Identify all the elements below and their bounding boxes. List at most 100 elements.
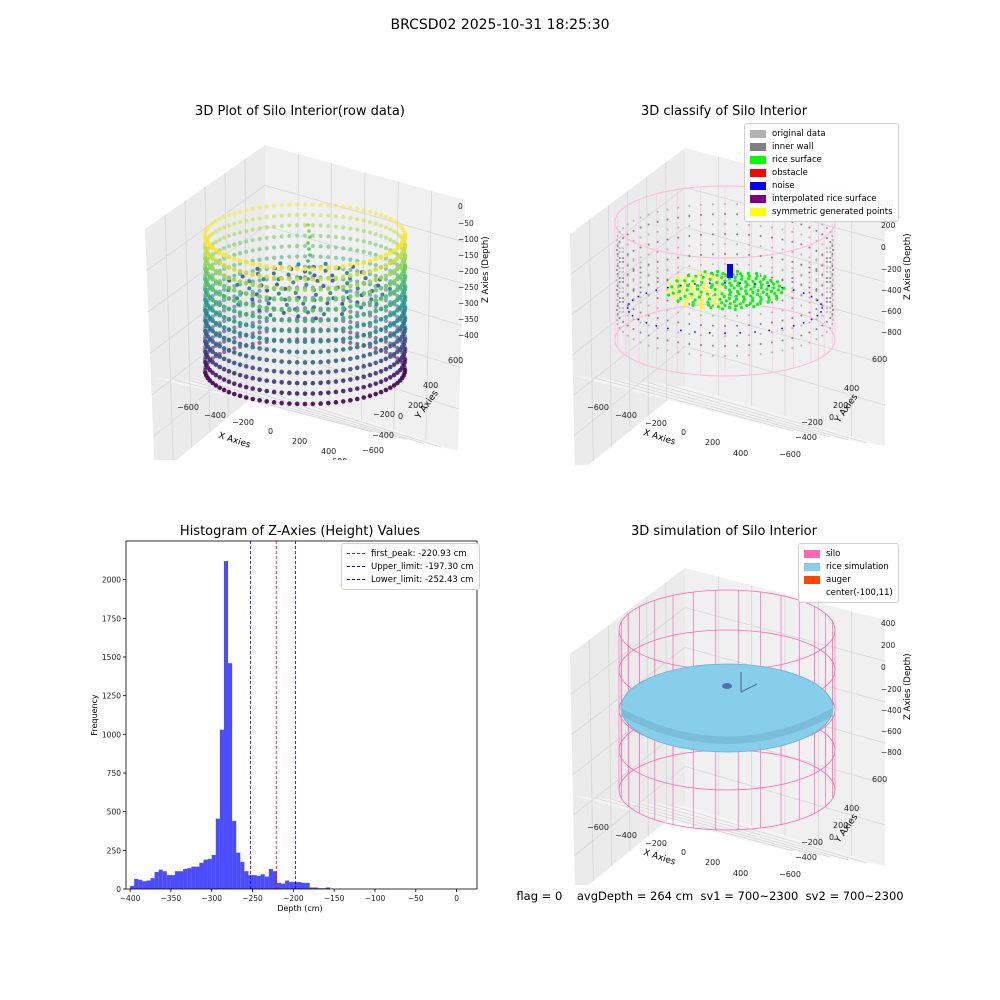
inner-wall-point <box>829 290 832 293</box>
histogram-bar <box>236 852 241 889</box>
inner-wall-point <box>791 317 794 320</box>
inner-wall-point <box>724 345 726 347</box>
raw-point <box>361 228 366 234</box>
histogram-legend: first_peak: -220.93 cm Upper_limit: -197.… <box>341 543 480 590</box>
rice-surface-point <box>741 295 746 299</box>
simulation-ytick: −400 <box>795 853 817 862</box>
raw-point <box>302 339 308 344</box>
rice-surface-point <box>721 282 725 286</box>
raw-point <box>226 348 232 353</box>
raw-point <box>203 266 208 272</box>
histogram-bar <box>281 883 286 889</box>
inner-wall-point <box>832 279 834 281</box>
raw-point <box>213 229 218 234</box>
inner-wall-point <box>677 321 680 324</box>
raw-point <box>395 276 400 282</box>
raw-point <box>326 307 331 312</box>
raw-point <box>237 362 243 367</box>
rice-surface-point <box>772 282 776 286</box>
raw-point <box>221 273 227 279</box>
rice-surface-point <box>683 279 687 283</box>
raw-point <box>359 305 364 310</box>
simulation-ztick: 400 <box>881 619 896 628</box>
raw-point <box>387 302 393 307</box>
raw-point <box>373 267 379 272</box>
inner-wall-point <box>831 323 834 326</box>
histogram-bar <box>170 875 175 889</box>
raw-point <box>237 251 243 256</box>
raw-point <box>231 391 237 397</box>
simulation-ytick: 400 <box>844 804 859 813</box>
raw-point <box>340 312 345 317</box>
simulation-x-axis-label: X Axies <box>642 848 677 868</box>
histogram-legend-line <box>347 566 365 567</box>
inner-wall-point <box>622 237 625 240</box>
raw-point <box>378 317 384 322</box>
raw-point <box>213 289 219 295</box>
inner-wall-point <box>688 245 691 248</box>
raw-point <box>231 256 237 262</box>
raw-point <box>257 294 262 299</box>
inner-wall-point <box>724 263 726 265</box>
raw-point <box>244 249 249 254</box>
classify-x-axis-label: X Axies <box>642 428 677 448</box>
rice-surface-point <box>700 298 705 302</box>
raw-point <box>293 290 298 295</box>
classify-legend-item: inner wall <box>750 140 893 153</box>
raw-point <box>250 272 256 277</box>
inner-wall-point <box>748 324 751 327</box>
raw-point <box>395 318 400 324</box>
inner-wall-point <box>666 258 669 261</box>
histogram-ytick-label: 1000 <box>102 730 121 739</box>
raw-point <box>250 334 256 339</box>
noise-point <box>754 331 756 333</box>
raw-point <box>373 256 379 262</box>
simulation-ztick: 200 <box>881 641 896 650</box>
raw-point <box>279 307 284 312</box>
noise-point <box>631 299 634 302</box>
noise-point <box>810 295 813 298</box>
inner-wall-point <box>759 322 762 325</box>
raw-point <box>243 312 249 317</box>
raw-point <box>318 380 323 386</box>
raw-point <box>367 331 373 336</box>
inner-wall-point <box>724 315 726 317</box>
raw-point <box>383 329 389 334</box>
raw-point <box>348 325 353 330</box>
raw-xtick: 0 <box>268 427 273 436</box>
raw-point <box>294 349 300 355</box>
inner-wall-point <box>677 226 680 229</box>
histogram-xtick-label: −100 <box>365 894 386 903</box>
raw-point <box>231 308 237 314</box>
raw-point <box>217 364 223 370</box>
raw-point <box>302 254 308 259</box>
noise-point <box>628 311 630 313</box>
raw-point <box>388 216 393 222</box>
rice-surface-point <box>675 281 679 286</box>
raw-point <box>310 254 315 259</box>
noise-point <box>781 327 784 330</box>
raw-point <box>307 229 311 233</box>
classify-legend-swatch <box>750 129 766 138</box>
inner-wall-point <box>736 324 739 327</box>
raw-point <box>237 300 243 305</box>
inner-wall-point <box>616 263 619 266</box>
raw-point <box>203 256 208 261</box>
raw-point <box>302 223 308 228</box>
raw-ztick: −350 <box>458 315 479 324</box>
raw-point <box>226 306 232 312</box>
raw-point <box>361 364 367 369</box>
histogram-legend-line <box>347 553 365 554</box>
raw-point <box>333 306 339 312</box>
inner-wall-point <box>831 293 834 296</box>
rice-surface-point <box>765 287 769 291</box>
raw-point <box>250 269 255 274</box>
raw-point <box>264 246 269 251</box>
raw-point <box>395 287 400 292</box>
raw-point <box>306 223 310 227</box>
inner-wall-point <box>656 290 659 293</box>
inner-wall-point <box>736 314 739 317</box>
inner-wall-point <box>666 299 669 302</box>
raw-x-axis-label: X Axies <box>217 431 252 451</box>
inner-wall-point <box>825 257 828 260</box>
